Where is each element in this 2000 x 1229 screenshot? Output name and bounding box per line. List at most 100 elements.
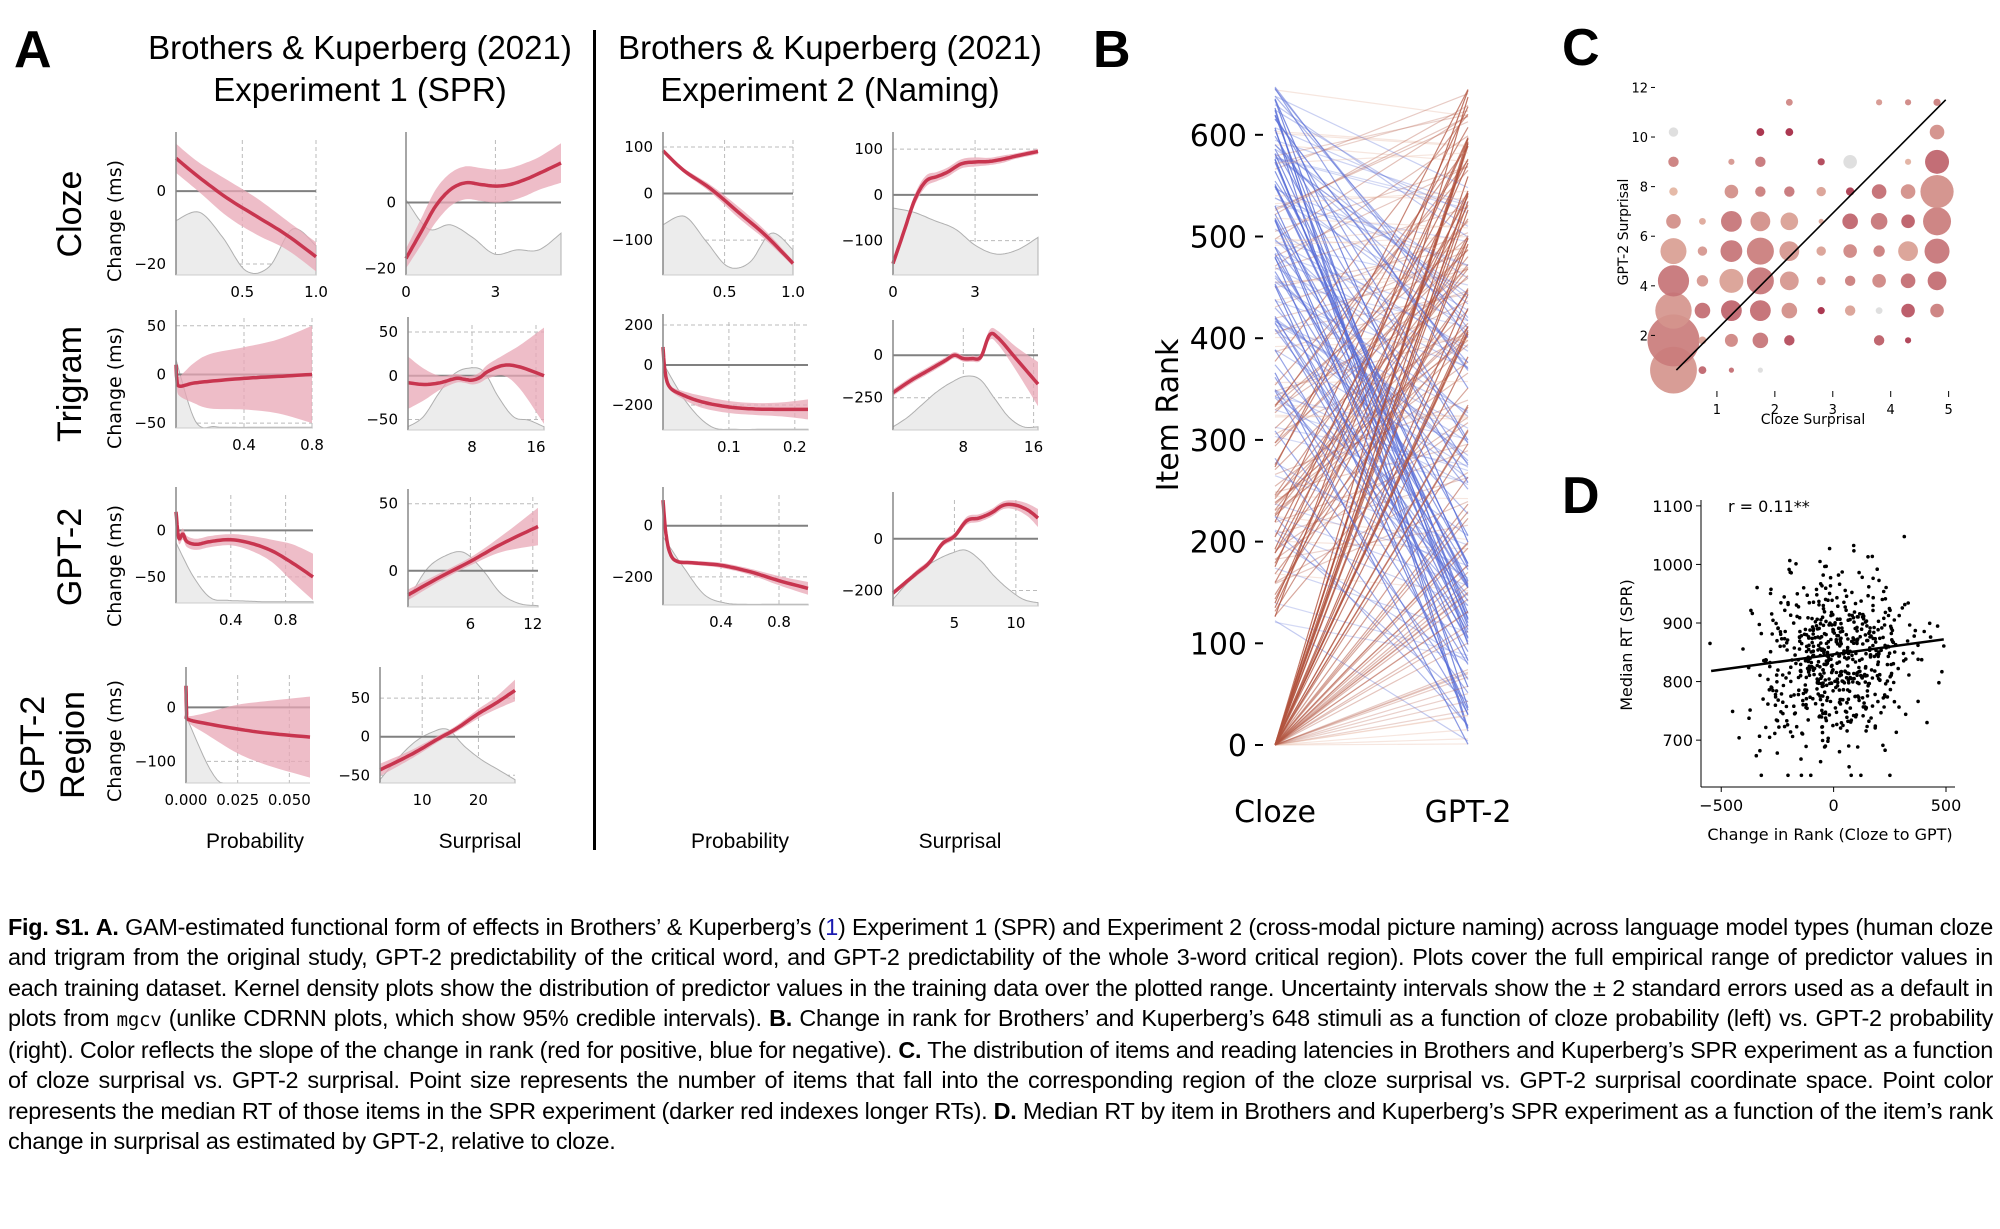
data-point — [1755, 585, 1759, 590]
data-point — [1872, 630, 1876, 635]
bin-point — [1904, 99, 1912, 106]
rank-line — [1274, 328, 1469, 480]
data-point — [1873, 669, 1877, 673]
rank-line — [1274, 541, 1469, 746]
y-tick-label: 100 — [1190, 627, 1247, 662]
data-point — [1871, 603, 1875, 608]
y-tick-label: 0 — [643, 356, 653, 374]
data-point — [1855, 671, 1859, 675]
data-point — [1846, 637, 1850, 641]
data-point — [1804, 675, 1809, 680]
bin-point — [1696, 275, 1709, 287]
data-point — [1838, 726, 1843, 730]
data-point — [1827, 623, 1831, 627]
data-point — [1845, 715, 1849, 720]
bin-point — [1779, 271, 1799, 291]
data-point — [1889, 631, 1894, 636]
data-point — [1846, 744, 1851, 748]
data-point — [1864, 651, 1868, 656]
data-point — [1798, 662, 1803, 667]
rank-line — [1274, 610, 1469, 746]
data-point — [1884, 585, 1888, 590]
y-tick-label: −50 — [134, 568, 166, 586]
data-point — [1807, 667, 1812, 672]
data-point — [1796, 675, 1801, 680]
data-point — [1853, 626, 1857, 631]
data-point — [1810, 616, 1814, 621]
caption-c-text: The distribution of items and reading la… — [8, 1037, 1993, 1124]
rank-line — [1274, 144, 1469, 163]
exp1-title-line2: Experiment 1 (SPR) — [213, 71, 507, 108]
data-point — [1912, 634, 1916, 638]
data-point — [1911, 651, 1915, 655]
bin-point — [1750, 211, 1771, 232]
y-tick-label: 1100 — [1652, 497, 1693, 516]
rank-line — [1274, 289, 1469, 595]
data-point — [1836, 573, 1841, 577]
rank-line — [1274, 714, 1469, 746]
data-point — [1774, 689, 1779, 693]
effect-curve — [174, 364, 313, 388]
figure-caption: Fig. S1. A. GAM-estimated functional for… — [8, 912, 1993, 1156]
data-point — [1784, 676, 1788, 680]
rank-line — [1274, 243, 1469, 746]
effect-curve — [407, 363, 545, 387]
y-tick-label: 300 — [1190, 424, 1247, 459]
data-point — [1901, 659, 1906, 663]
data-point — [1799, 757, 1803, 761]
data-point — [1807, 636, 1811, 640]
uncertainty-band — [176, 325, 312, 424]
data-point — [1886, 613, 1891, 618]
data-point — [1781, 700, 1785, 704]
rank-line — [1274, 156, 1469, 206]
data-point — [1770, 686, 1774, 690]
data-point — [1845, 645, 1850, 650]
bin-point — [1749, 300, 1771, 322]
data-point — [1840, 626, 1844, 630]
data-point — [1845, 729, 1849, 733]
rank-line — [1274, 316, 1469, 639]
data-point — [1762, 658, 1766, 663]
bin-point — [1817, 158, 1825, 166]
exp1-title-line1: Brothers & Kuperberg (2021) — [148, 29, 572, 66]
data-point — [1865, 624, 1869, 628]
data-point — [1828, 584, 1833, 588]
rank-line — [1274, 571, 1469, 746]
data-point — [1821, 711, 1825, 716]
data-point — [1881, 635, 1885, 640]
rank-line — [1274, 715, 1469, 746]
subplot-A-cloze-e2-prob: 0.5 1.0 100 0 −100 — [612, 132, 805, 301]
data-point — [1833, 706, 1838, 710]
data-point — [1838, 617, 1842, 621]
data-point — [1867, 585, 1871, 589]
data-point — [1758, 748, 1762, 753]
x-tick-label: 20 — [469, 791, 488, 809]
y-tick-label: −250 — [842, 389, 883, 407]
data-point — [1863, 680, 1868, 684]
bin-point — [1669, 187, 1678, 196]
bin-point — [1929, 124, 1945, 140]
data-point — [1873, 640, 1878, 644]
data-point — [1861, 642, 1865, 646]
x-category-gpt2: GPT-2 — [1425, 795, 1512, 830]
y-tick-label: 0 — [156, 182, 166, 200]
x-tick-label: 4 — [1887, 403, 1895, 418]
rank-line — [1274, 246, 1469, 289]
data-point — [1864, 619, 1869, 623]
data-point — [1818, 646, 1822, 651]
rank-line — [1274, 390, 1469, 715]
data-point — [1916, 699, 1920, 704]
caption-reference-link[interactable]: 1 — [825, 914, 839, 940]
data-point — [1737, 736, 1741, 740]
rank-line — [1274, 344, 1469, 517]
data-point — [1773, 695, 1778, 699]
y-tick-label: 0 — [388, 367, 398, 385]
data-point — [1804, 702, 1808, 707]
rank-line — [1274, 127, 1469, 465]
data-point — [1813, 701, 1818, 706]
bin-point — [1873, 335, 1885, 346]
rank-line — [1274, 115, 1469, 441]
rank-line — [1274, 333, 1469, 392]
rank-line — [1274, 542, 1469, 746]
